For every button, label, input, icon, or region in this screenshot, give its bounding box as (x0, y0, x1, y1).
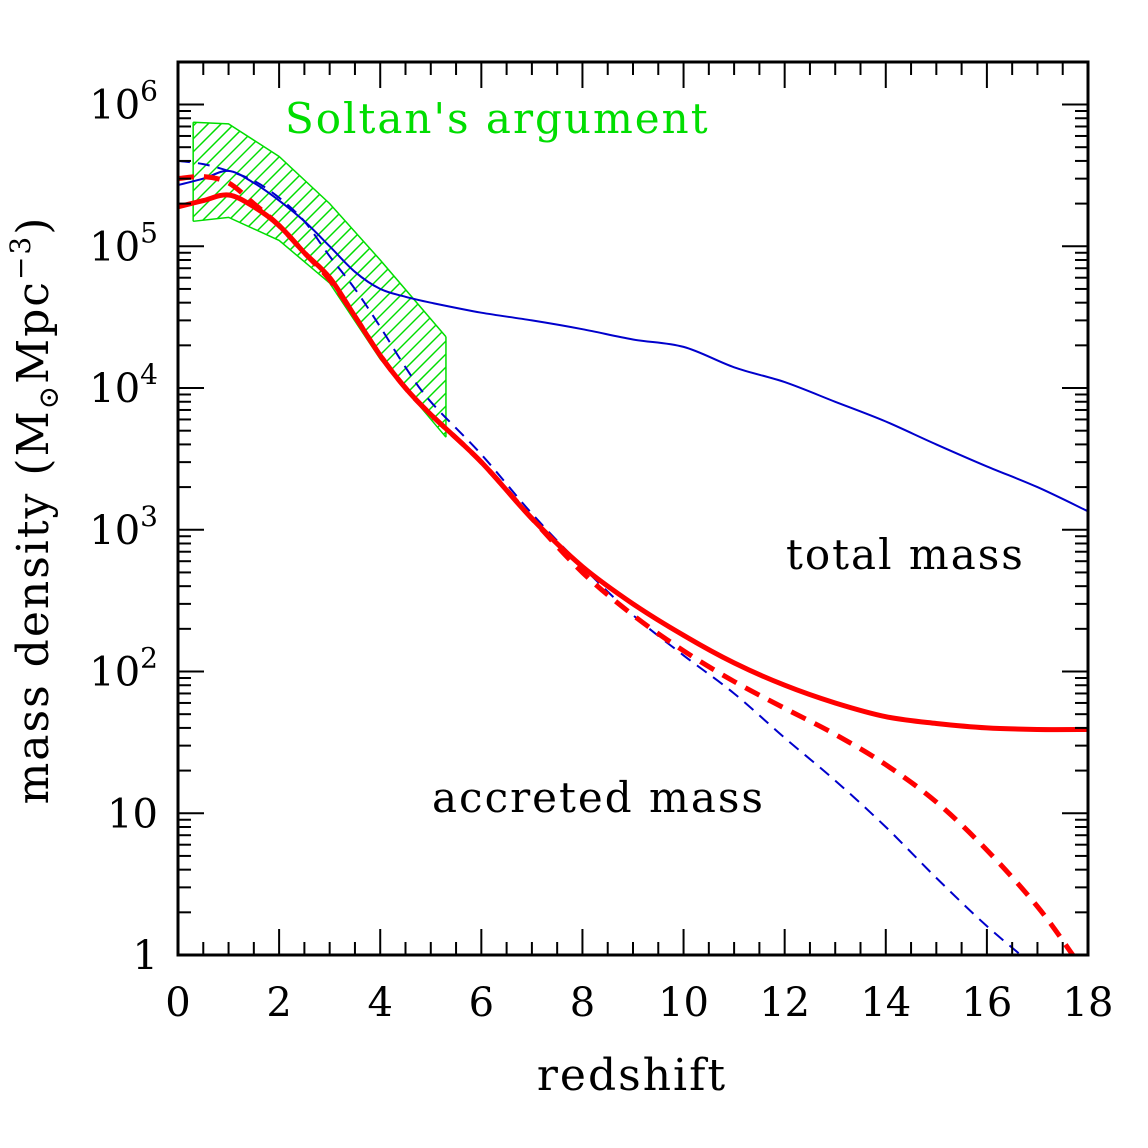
hatch-line (763, 0, 1148, 700)
axis-ticks (177, 62, 1089, 956)
y-tick-label-exponent: 3 (140, 500, 158, 533)
y-tick-label-base: 1 (133, 933, 158, 979)
x-tick-label: 2 (266, 980, 291, 1026)
y-tick-label: 10 (107, 791, 158, 837)
soltan-label: Soltan's argument (285, 94, 710, 143)
series-line-0 (178, 169, 1088, 513)
y-axis-title-exponent: −3 (4, 235, 37, 280)
y-tick-label: 1 (133, 933, 158, 979)
y-tick-label-exponent: 2 (140, 642, 158, 675)
hatch-line (789, 0, 1148, 700)
plot-frame (176, 60, 1090, 957)
x-axis-title: redshift (537, 1050, 727, 1101)
hatch-line (828, 0, 1148, 700)
y-tick-label-exponent: 4 (140, 358, 158, 391)
hatch-line (880, 0, 1148, 700)
hatch-line (776, 0, 1148, 700)
x-tick-label: 6 (469, 980, 494, 1026)
soltan-band-upper (193, 121, 447, 338)
y-axis-title-mid: Mpc (8, 280, 59, 384)
hatch-line (193, 122, 446, 438)
hatch-line (919, 0, 1148, 700)
hatch-line (815, 0, 1148, 700)
y-tick-label-base: 10 (89, 83, 140, 129)
x-tick-label: 4 (367, 980, 392, 1026)
accreted-mass-label: accreted mass (432, 773, 765, 822)
x-tick-label: 12 (759, 980, 810, 1026)
series-line-2 (178, 192, 1088, 733)
x-tick-label: 10 (658, 980, 709, 1026)
y-tick-label-base: 10 (89, 508, 140, 554)
y-tick-label: 102 (89, 642, 158, 696)
y-tick-label-base: 10 (107, 791, 158, 837)
series-line-3 (178, 173, 1075, 955)
y-tick-label: 104 (89, 358, 158, 412)
hatch-line (958, 0, 1148, 700)
hatch-line (854, 0, 1148, 700)
y-tick-label: 103 (89, 500, 158, 554)
hatch-line (893, 0, 1148, 700)
y-tick-label: 105 (89, 216, 158, 270)
series-layer (178, 159, 1088, 955)
hatch-line (867, 0, 1148, 700)
y-tick-label-base: 10 (89, 224, 140, 270)
y-tick-label-exponent: 5 (140, 216, 158, 249)
hatch-line (193, 122, 446, 438)
y-axis-title-sun-symbol: ⊙ (32, 384, 65, 409)
series-line-1 (178, 159, 1023, 955)
y-axis-title: mass density (M⊙Mpc−3) (4, 216, 65, 805)
y-axis-title-main: mass density (M (8, 409, 59, 804)
x-tick-label: 14 (860, 980, 911, 1026)
x-tick-label: 0 (165, 980, 190, 1026)
hatch-line (945, 0, 1148, 700)
y-tick-label: 106 (89, 75, 158, 129)
x-tick-label: 16 (961, 980, 1012, 1026)
hatch-line (193, 122, 446, 438)
hatch-line (841, 0, 1148, 700)
total-mass-label: total mass (786, 530, 1025, 579)
hatch-line (906, 0, 1148, 700)
y-tick-label-base: 10 (89, 366, 140, 412)
hatch-line (971, 0, 1148, 700)
hatch-line (802, 0, 1148, 700)
hatch-line (932, 0, 1148, 700)
hatch-line (193, 122, 446, 438)
x-tick-label: 18 (1063, 980, 1114, 1026)
y-tick-label-base: 10 (89, 650, 140, 696)
x-tick-label: 8 (570, 980, 595, 1026)
hatch-line (193, 122, 446, 438)
y-tick-label-exponent: 6 (140, 75, 158, 108)
y-axis-title-end: ) (8, 216, 59, 235)
